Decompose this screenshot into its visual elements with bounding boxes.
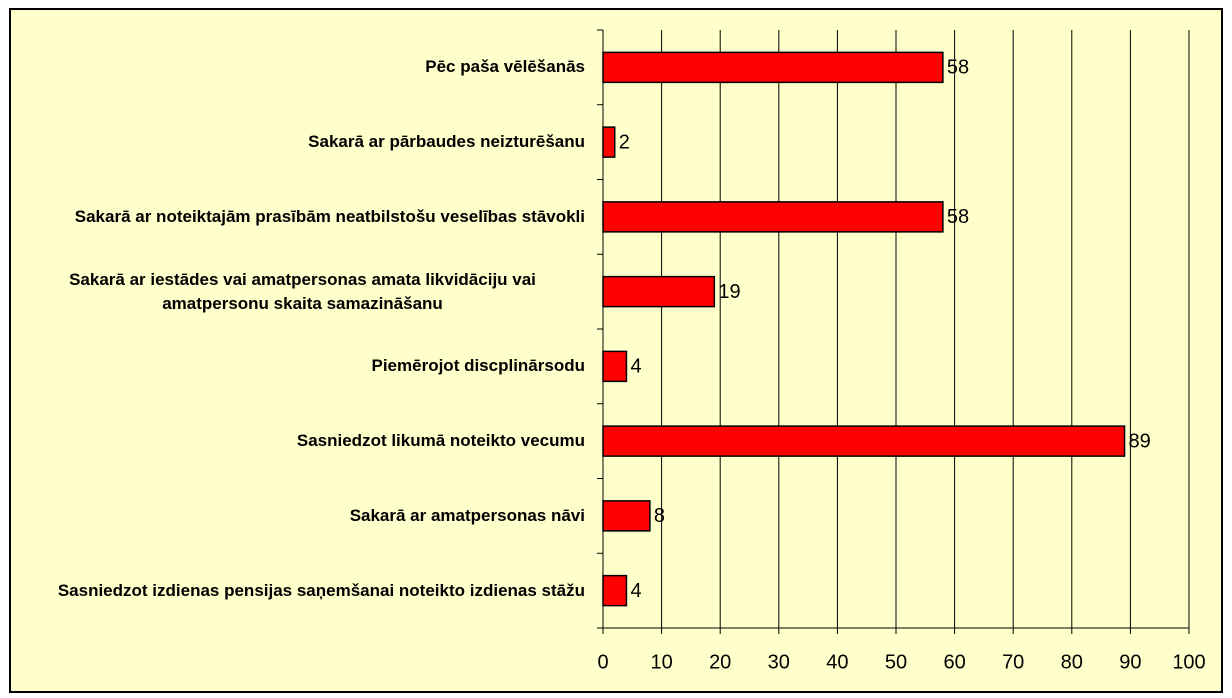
value-label: 89 (1129, 430, 1151, 452)
x-tick-label: 40 (826, 651, 848, 673)
category-label-box: Pēc paša vēlēšanās (20, 37, 585, 97)
y-tick-label: Sakarā ar iestādes vai amatpersonas amat… (69, 269, 536, 313)
y-tick-label: Piemērojot discplinārsodu (371, 356, 586, 376)
y-tick-label: Sakarā ar pārbaudes neizturēšanu (308, 132, 585, 152)
value-label: 4 (630, 580, 641, 602)
x-tick-label: 90 (1119, 651, 1141, 673)
value-label: 19 (718, 281, 740, 303)
x-tick-label: 70 (1002, 651, 1024, 673)
category-label-box: Sasniedzot izdienas pensijas saņemšanai … (20, 561, 585, 621)
bar (602, 51, 944, 84)
value-label: 8 (654, 505, 665, 527)
value-label: 4 (630, 356, 641, 378)
bar (602, 350, 628, 383)
x-tick-label: 10 (650, 651, 672, 673)
value-label: 58 (947, 206, 969, 228)
bar (602, 574, 628, 607)
category-label-box: Sakarā ar noteiktajām prasībām neatbilst… (20, 187, 585, 247)
bar (602, 201, 944, 233)
x-tick-label: 60 (943, 651, 965, 673)
x-tick-label: 80 (1061, 651, 1083, 673)
category-label-box: Sakarā ar iestādes vai amatpersonas amat… (20, 262, 585, 322)
value-label: 2 (619, 131, 630, 153)
x-tick-label: 100 (1172, 651, 1205, 673)
y-tick-label: Pēc paša vēlēšanās (425, 57, 585, 77)
x-tick-label: 0 (597, 651, 608, 673)
x-tick-label: 50 (885, 651, 907, 673)
y-tick-label: Sakarā ar noteiktajām prasībām neatbilst… (74, 206, 585, 226)
y-tick-label: Sasniedzot izdienas pensijas saņemšanai … (57, 580, 585, 600)
category-label-box: Piemērojot discplinārsodu (20, 336, 586, 396)
y-tick-label: Sasniedzot likumā noteikto vecumu (296, 431, 585, 451)
bar (602, 500, 651, 532)
x-tick-label: 20 (709, 651, 731, 673)
bar (602, 126, 616, 158)
x-tick-label: 30 (768, 651, 790, 673)
y-tick-label: Sakarā ar amatpersonas nāvi (349, 505, 585, 525)
category-label-box: Sasniedzot likumā noteikto vecumu (20, 411, 585, 471)
value-label: 58 (947, 57, 969, 79)
bar (602, 425, 1126, 457)
category-label-box: Sakarā ar amatpersonas nāvi (20, 486, 585, 546)
category-label-box: Sakarā ar pārbaudes neizturēšanu (20, 112, 585, 172)
bar (602, 275, 716, 308)
